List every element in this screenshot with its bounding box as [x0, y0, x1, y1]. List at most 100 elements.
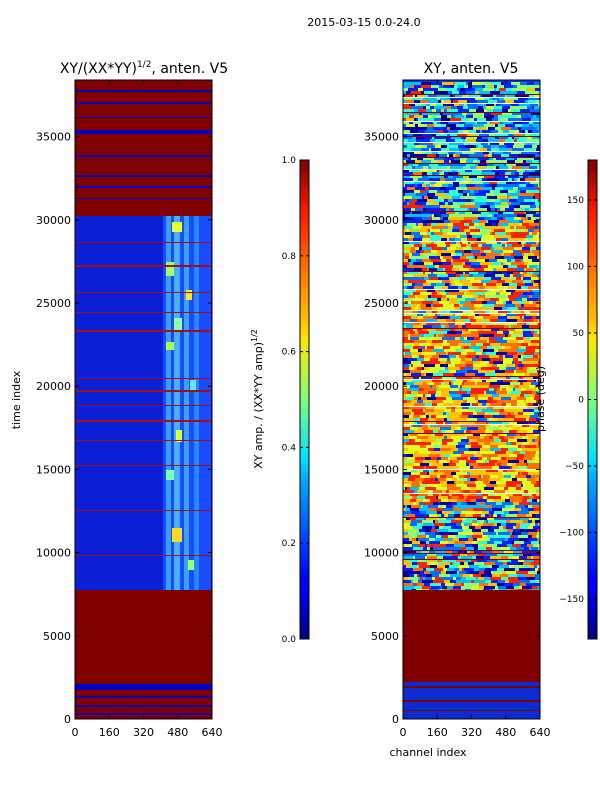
phase-cell	[469, 274, 473, 277]
phase-cell	[517, 388, 521, 391]
phase-cell	[403, 400, 407, 403]
phase-cell	[449, 190, 451, 193]
phase-cell	[534, 157, 539, 160]
phase-cell	[451, 472, 456, 475]
phase-cell	[465, 361, 473, 364]
phase-cell	[449, 565, 458, 568]
phase-cell	[460, 394, 462, 397]
phase-cell	[443, 130, 448, 133]
phase-cell	[485, 295, 489, 298]
phase-cell	[534, 82, 540, 85]
phase-cell	[426, 559, 428, 562]
phase-cell	[420, 322, 426, 325]
phase-cell	[484, 112, 491, 115]
phase-cell	[534, 502, 540, 505]
phase-cell	[410, 337, 419, 340]
phase-cell	[428, 274, 437, 277]
phase-cell	[430, 583, 441, 586]
phase-cell	[487, 166, 496, 169]
phase-cell	[459, 496, 464, 499]
phase-cell	[503, 562, 507, 565]
phase-cell	[431, 457, 437, 460]
phase-cell	[538, 283, 540, 286]
phase-cell	[527, 478, 535, 481]
phase-cell	[448, 316, 450, 319]
phase-cell	[497, 133, 508, 136]
phase-cell	[533, 124, 540, 127]
phase-cell	[433, 490, 442, 493]
phase-cell	[412, 253, 420, 256]
phase-cell	[484, 466, 492, 469]
phase-cell	[434, 199, 444, 202]
phase-cell	[449, 490, 460, 493]
phase-cell	[527, 169, 535, 172]
phase-cell	[487, 148, 491, 151]
phase-cell	[489, 157, 493, 160]
phase-cell	[505, 304, 515, 307]
phase-cell	[450, 394, 460, 397]
phase-cell	[403, 394, 406, 397]
phase-cell	[405, 430, 414, 433]
phase-cell	[456, 349, 460, 352]
phase-cell	[534, 187, 536, 190]
phase-cell	[454, 505, 456, 508]
phase-cell	[507, 400, 517, 403]
phase-cell	[529, 208, 535, 211]
phase-cell	[468, 424, 476, 427]
panel1-band-spot	[186, 290, 192, 300]
phase-cell	[426, 151, 432, 154]
phase-cell	[494, 322, 503, 325]
phase-cell	[421, 160, 431, 163]
phase-cell	[492, 118, 498, 121]
phase-cell	[491, 328, 499, 331]
phase-cell	[528, 538, 537, 541]
y-tick-label: 10000	[36, 547, 71, 560]
phase-cell	[435, 367, 441, 370]
phase-cell	[538, 262, 540, 265]
phase-cell	[471, 442, 478, 445]
phase-cell	[538, 241, 540, 244]
phase-cell	[424, 355, 432, 358]
phase-cell	[470, 475, 479, 478]
phase-cell	[460, 367, 464, 370]
phase-cell	[475, 214, 480, 217]
phase-cell	[538, 361, 540, 364]
phase-cell	[505, 370, 514, 373]
phase-cell	[451, 259, 453, 262]
phase-cell	[411, 148, 421, 151]
phase-cell	[532, 520, 535, 523]
phase-cell	[487, 496, 493, 499]
figure-suptitle: 2015-03-15 0.0-24.0	[307, 16, 420, 29]
phase-cell	[403, 169, 409, 172]
phase-cell	[434, 136, 440, 139]
phase-cell	[527, 106, 532, 109]
phase-cell	[526, 190, 528, 193]
phase-cell	[451, 253, 456, 256]
phase-cell	[423, 157, 434, 160]
phase-cell	[403, 235, 410, 238]
phase-cell	[525, 169, 527, 172]
phase-cell	[472, 571, 479, 574]
phase-cell	[420, 493, 423, 496]
phase-cell	[464, 217, 473, 220]
phase-cell	[439, 532, 444, 535]
phase-cell	[529, 424, 534, 427]
phase-cell	[529, 124, 533, 127]
phase-cell	[476, 139, 483, 142]
panel2-x-axis: 0 160 320 480 640	[400, 80, 551, 739]
phase-cell	[532, 439, 535, 442]
phase-cell	[420, 190, 425, 193]
phase-cell	[422, 424, 428, 427]
phase-cell	[443, 262, 451, 265]
phase-cell	[537, 232, 540, 235]
phase-cell	[517, 106, 527, 109]
phase-cell	[410, 85, 414, 88]
phase-cell	[484, 562, 495, 565]
phase-cell	[436, 418, 444, 421]
phase-cell	[520, 472, 522, 475]
phase-cell	[466, 355, 476, 358]
phase-cell	[513, 274, 516, 277]
phase-cell	[469, 448, 480, 451]
phase-cell	[508, 136, 512, 139]
phase-cell	[448, 286, 458, 289]
